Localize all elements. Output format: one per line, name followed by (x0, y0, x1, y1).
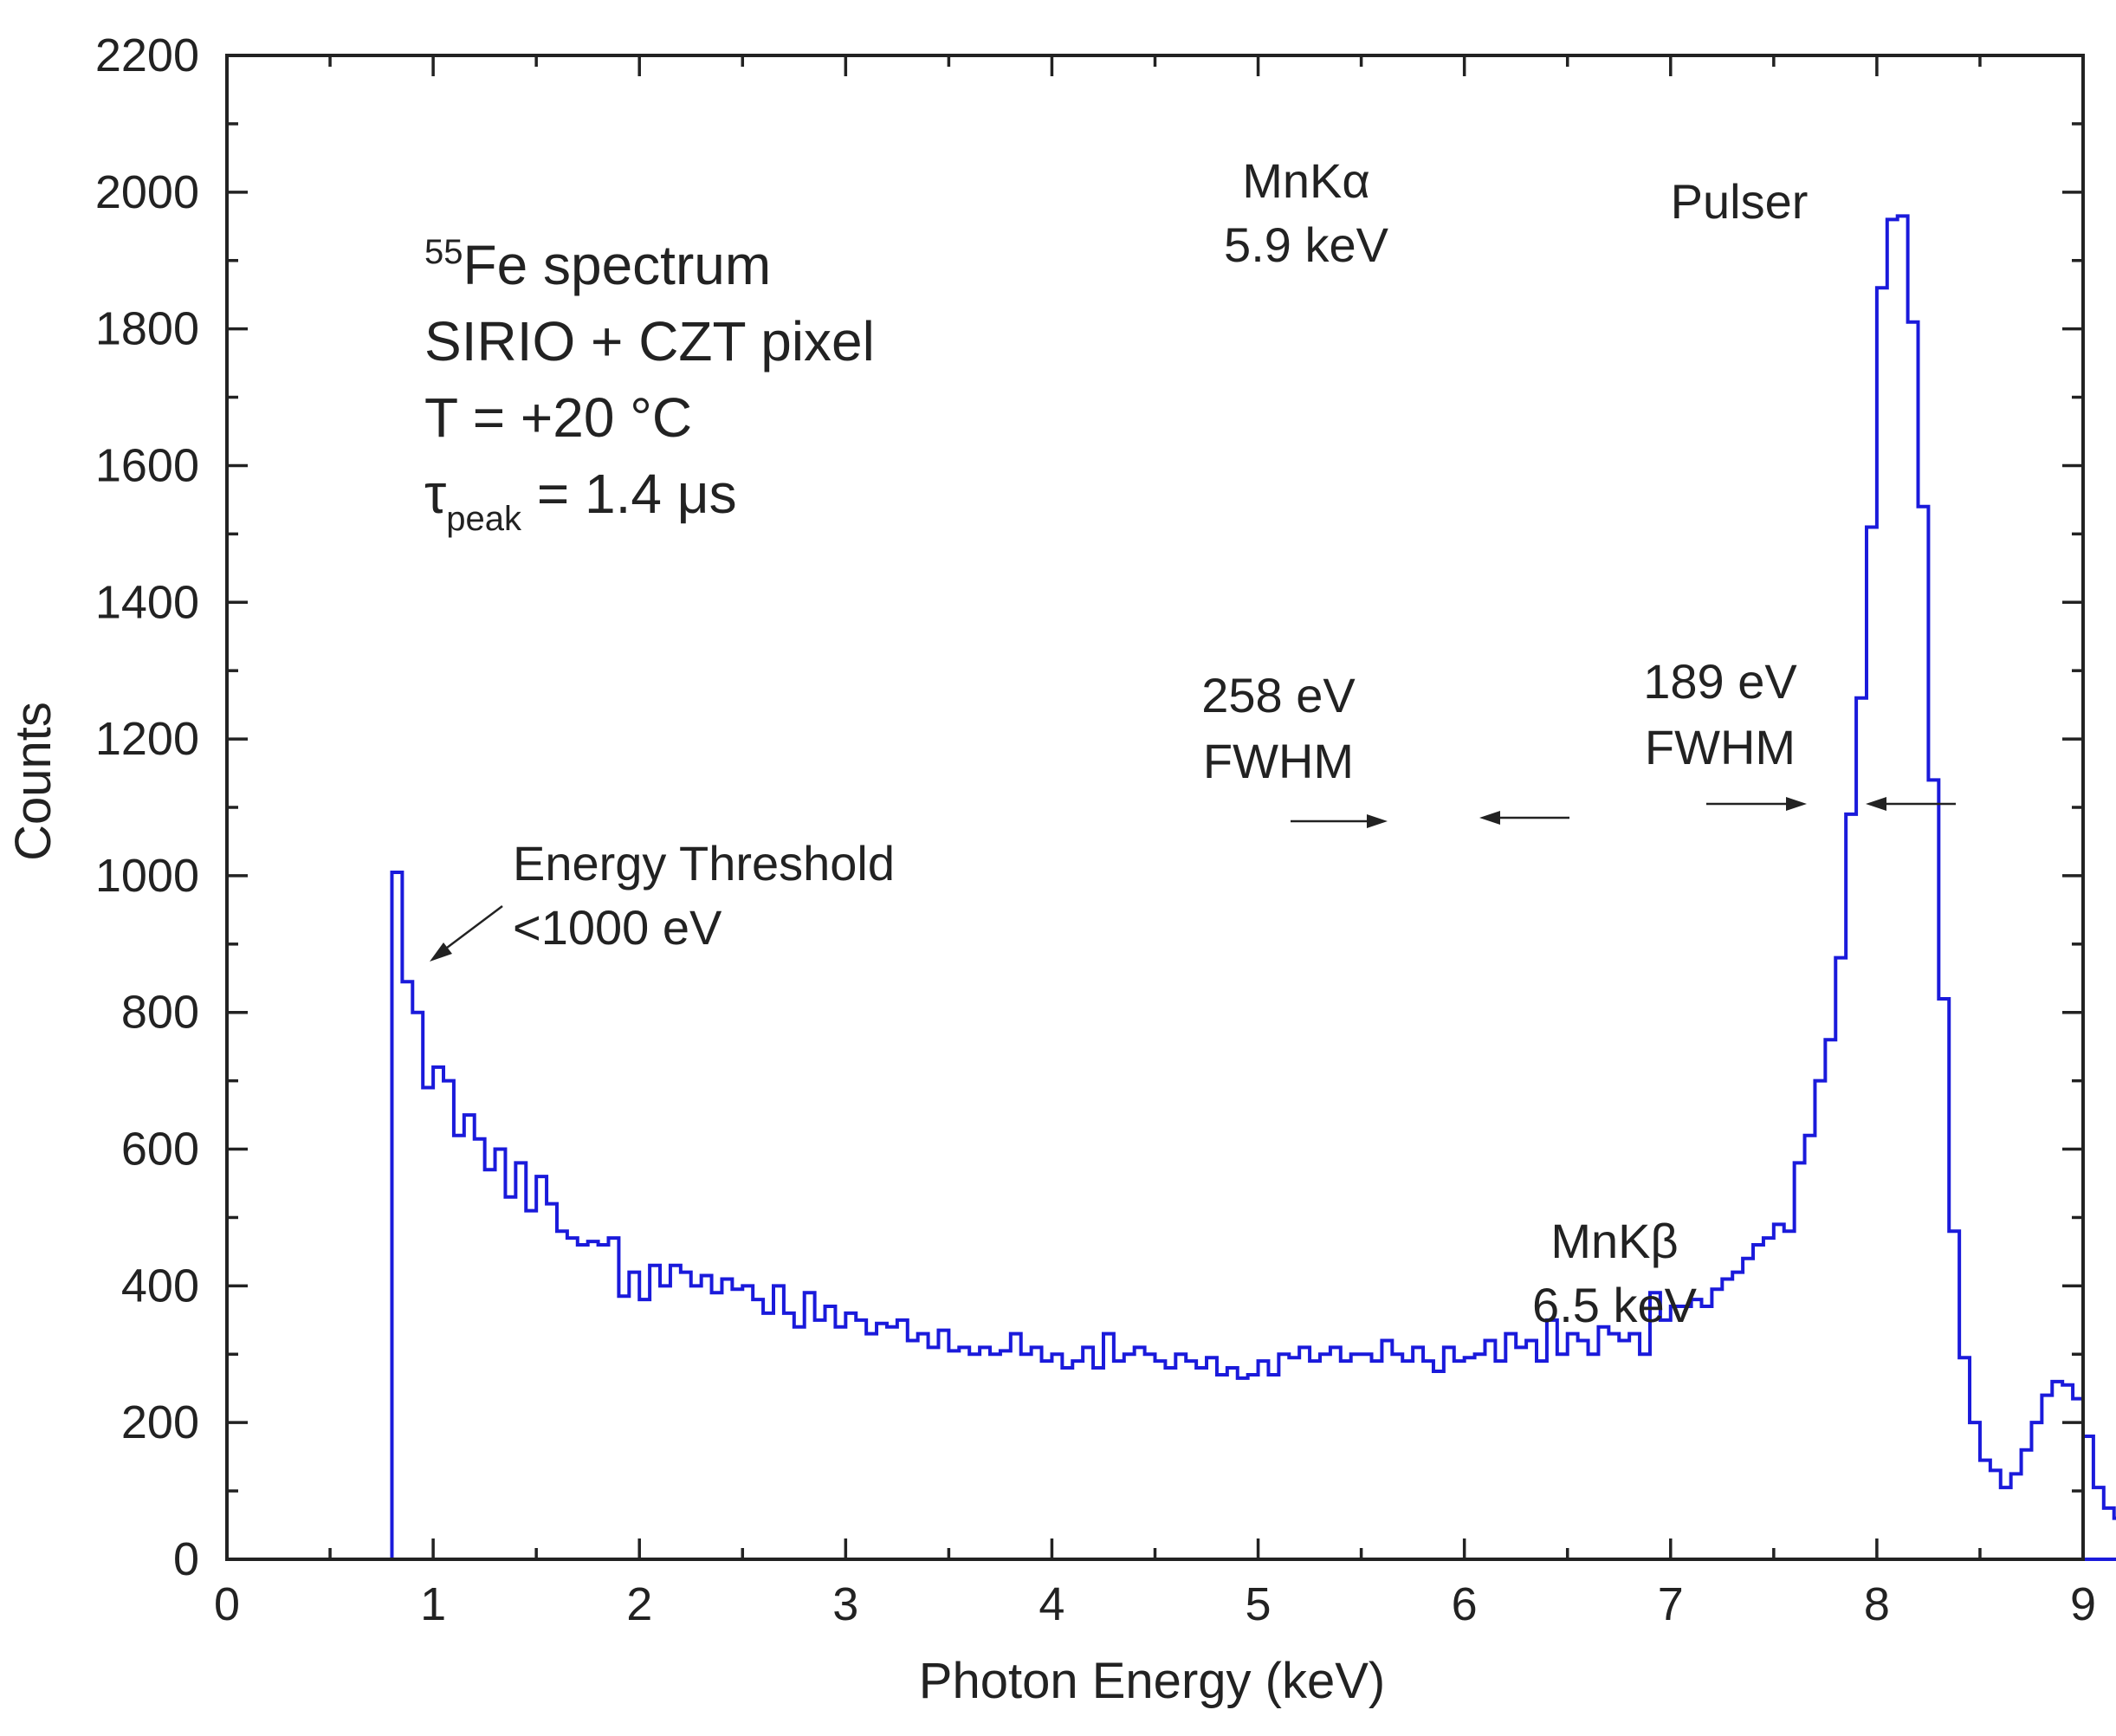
info-line-4: τpeak = 1.4 μs (424, 463, 737, 538)
axis-tick-labels: 0 1 2 3 4 5 6 7 8 9 0 200 400 600 800 1000 1200 1400 1600 1… (95, 29, 2096, 1630)
y-tick-label: 2000 (95, 166, 199, 218)
y-tick-label: 1800 (95, 303, 199, 355)
x-tick-label: 8 (1864, 1578, 1890, 1630)
x-tick-label: 3 (832, 1578, 858, 1630)
tau-symbol: τ (424, 463, 446, 525)
mnkb-label-line-1: MnKβ (1550, 1214, 1678, 1268)
fwhm-pulser-right-arrowhead (1866, 797, 1886, 811)
fwhm-mnka-left-arrowhead (1367, 814, 1388, 828)
y-tick-label: 400 (121, 1260, 199, 1312)
isotope-superscript: 55 (424, 233, 463, 271)
x-tick-label: 6 (1452, 1578, 1478, 1630)
x-tick-label: 2 (626, 1578, 652, 1630)
y-tick-label: 1400 (95, 576, 199, 628)
x-tick-label: 7 (1658, 1578, 1684, 1630)
info-line-3: T = +20 °C (424, 386, 692, 449)
y-tick-label: 800 (121, 987, 199, 1039)
y-tick-label: 200 (121, 1396, 199, 1448)
y-tick-label: 1200 (95, 713, 199, 765)
tau-value: = 1.4 μs (521, 463, 737, 525)
histogram-series (227, 214, 2116, 1561)
x-tick-label: 0 (214, 1578, 240, 1630)
fwhm-pulser-line-1: 189 eV (1643, 654, 1797, 709)
x-tick-label: 9 (2070, 1578, 2096, 1630)
x-tick-label: 4 (1039, 1578, 1064, 1630)
fwhm-pulser-left-arrowhead (1786, 797, 1807, 811)
mnka-label-line-1: MnKα (1242, 153, 1370, 208)
threshold-arrow-line (439, 905, 503, 954)
info-line-1: 55Fe spectrum (424, 233, 771, 296)
fwhm-mnka-right-arrowhead (1479, 811, 1500, 825)
tau-subscript: peak (446, 500, 522, 538)
threshold-label-line-1: Energy Threshold (513, 836, 895, 891)
threshold-arrowhead (430, 942, 452, 962)
pulser-label: Pulser (1671, 174, 1809, 229)
fwhm-mnka-line-1: 258 eV (1201, 668, 1356, 722)
y-tick-label: 0 (173, 1533, 199, 1585)
info-line-2: SIRIO + CZT pixel (424, 310, 875, 372)
x-tick-label: 5 (1246, 1578, 1272, 1630)
plot-frame (225, 54, 2085, 1561)
info-line-1-text: Fe spectrum (463, 234, 772, 296)
y-tick-label: 600 (121, 1124, 199, 1176)
fwhm-mnka-line-2: FWHM (1203, 734, 1354, 788)
mnkb-label-line-2: 6.5 keV (1532, 1278, 1698, 1332)
fwhm-pulser-line-2: FWHM (1645, 720, 1796, 774)
y-tick-label: 2200 (95, 29, 199, 81)
y-tick-label: 1000 (95, 850, 199, 902)
y-axis-title: Counts (5, 702, 61, 861)
y-tick-label: 1600 (95, 439, 199, 491)
x-tick-label: 1 (420, 1578, 446, 1630)
mnka-label-line-2: 5.9 keV (1224, 217, 1389, 272)
x-axis-title: Photon Energy (keV) (919, 1653, 1385, 1709)
threshold-label-line-2: <1000 eV (513, 900, 722, 955)
